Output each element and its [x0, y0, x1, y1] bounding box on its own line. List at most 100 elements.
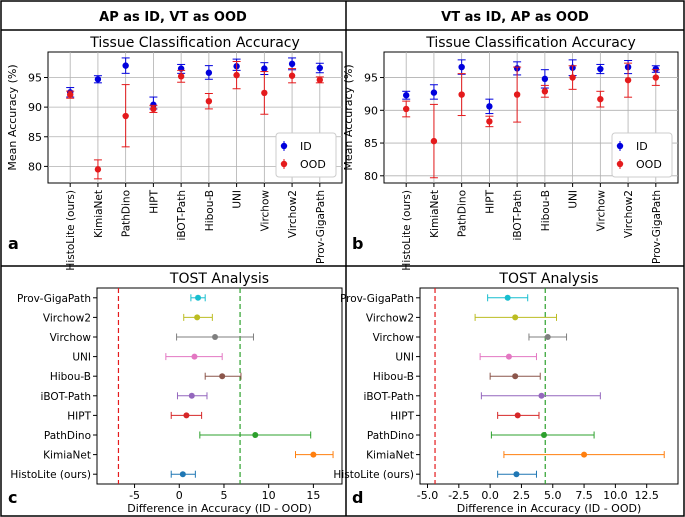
data-point-ood	[288, 72, 296, 79]
tost-point	[179, 471, 186, 478]
legend-marker	[616, 142, 624, 150]
y-tick-label: HistoLite (ours)	[10, 469, 91, 481]
data-point-id	[316, 64, 324, 72]
chart-panel-a: Tissue Classification Accuracy 80 85 90 95 Hi…	[6, 35, 343, 271]
legend-label: ID	[300, 140, 312, 153]
legend-box	[275, 132, 337, 178]
tost-point	[544, 334, 551, 340]
x-tick-label: PathDino	[121, 190, 133, 237]
tost-point	[514, 412, 521, 419]
x-tick-label: iBOT-Path	[176, 190, 188, 241]
plot-area	[419, 287, 679, 485]
data-point-ood	[569, 74, 576, 81]
legend-label: OOD	[300, 158, 326, 171]
data-point-ood	[205, 97, 213, 105]
data-point-ood	[652, 74, 660, 81]
legend-marker	[280, 160, 288, 168]
data-point-ood	[430, 137, 438, 145]
data-point-id	[652, 65, 660, 73]
data-point-id	[430, 89, 438, 96]
x-tick-label: iBOT-Path	[512, 190, 524, 241]
y-tick-label: HIPT	[390, 410, 414, 422]
tost-point	[194, 314, 201, 321]
panel-label: c	[8, 488, 17, 507]
chart-title: Tissue Classification Accuracy	[425, 35, 636, 51]
data-point-id	[261, 65, 268, 72]
data-point-id	[94, 76, 102, 83]
legend-marker	[280, 142, 288, 150]
x-tick-label: Virchow2	[287, 190, 299, 238]
legend-label: ID	[636, 140, 648, 153]
tost-point	[188, 392, 195, 399]
tost-point	[191, 353, 198, 360]
y-tick-label: iBOT-Path	[40, 391, 91, 403]
data-point-ood	[513, 91, 521, 98]
x-tick-label: 15	[306, 489, 320, 502]
x-tick-label: 0.0	[481, 489, 499, 502]
data-point-ood	[122, 112, 129, 120]
data-point-ood	[66, 91, 74, 98]
y-tick-label: UNI	[395, 352, 414, 364]
data-point-ood	[624, 76, 632, 84]
tost-point	[310, 451, 317, 458]
data-point-ood	[458, 91, 465, 98]
data-point-ood	[261, 89, 268, 97]
x-tick-label: HistoLite (ours)	[401, 190, 413, 271]
y-tick-label: KimiaNet	[43, 450, 91, 462]
tost-point	[513, 471, 520, 478]
legend-box	[611, 132, 673, 178]
y-tick-label: Virchow2	[43, 312, 91, 324]
x-tick-label: UNI	[568, 190, 580, 209]
x-tick-label: 7.5	[575, 489, 593, 502]
panel-label: b	[352, 234, 363, 253]
tost-point	[505, 353, 512, 360]
x-tick-label: UNI	[232, 190, 244, 209]
x-tick-label: HistoLite (ours)	[65, 190, 77, 271]
y-tick-label: Virchow2	[366, 312, 414, 324]
chart-panel-b: Tissue Classification Accuracy 80 85 90 95 Hi…	[342, 35, 679, 271]
y-axis-label: Mean Accuracy (%)	[342, 64, 355, 170]
y-tick-label: 80	[364, 170, 378, 183]
x-tick-label: -5.0	[417, 489, 438, 502]
data-point-id	[122, 62, 129, 69]
data-point-id	[486, 103, 493, 110]
legend-label: OOD	[636, 158, 662, 171]
x-tick-label: 12.5	[634, 489, 659, 502]
header-right: VT as ID, AP as OOD	[441, 10, 589, 25]
tost-point	[540, 432, 547, 438]
y-tick-label: 95	[28, 71, 42, 84]
data-point-ood	[541, 88, 549, 95]
x-tick-label: 10	[262, 489, 276, 502]
data-point-ood	[150, 105, 157, 113]
header-left: AP as ID, VT as OOD	[99, 10, 247, 25]
tost-point	[581, 451, 588, 458]
y-tick-label: HistoLite (ours)	[333, 469, 414, 481]
y-tick-label: Hibou-B	[50, 371, 91, 383]
plot-area	[383, 51, 679, 184]
y-tick-label: PathDino	[44, 430, 91, 442]
y-tick-label: Virchow	[373, 332, 415, 344]
data-point-id	[597, 65, 604, 73]
y-tick-label: 80	[28, 160, 42, 173]
x-tick-label: 5	[220, 489, 227, 502]
chart-title: TOST Analysis	[169, 271, 269, 287]
y-tick-label: 90	[364, 104, 378, 117]
tost-point	[538, 392, 545, 399]
tost-point	[212, 334, 219, 340]
x-tick-label: HIPT	[148, 189, 160, 213]
tost-point	[252, 432, 259, 438]
x-tick-label: Hibou-B	[540, 190, 552, 231]
data-point-id	[541, 75, 549, 83]
y-tick-label: 85	[28, 131, 42, 144]
y-tick-label: UNI	[72, 352, 91, 364]
chart-title: Tissue Classification Accuracy	[89, 35, 300, 51]
x-tick-label: KimiaNet	[93, 190, 105, 238]
tost-point	[512, 314, 519, 321]
y-tick-label: HIPT	[67, 410, 91, 422]
x-tick-label: Virchow2	[623, 190, 635, 238]
x-tick-label: 10.0	[603, 489, 628, 502]
x-tick-label: Hibou-B	[204, 190, 216, 231]
y-tick-label: Virchow	[50, 332, 92, 344]
x-axis-label: Difference in Accuracy (ID - OOD)	[457, 502, 642, 515]
